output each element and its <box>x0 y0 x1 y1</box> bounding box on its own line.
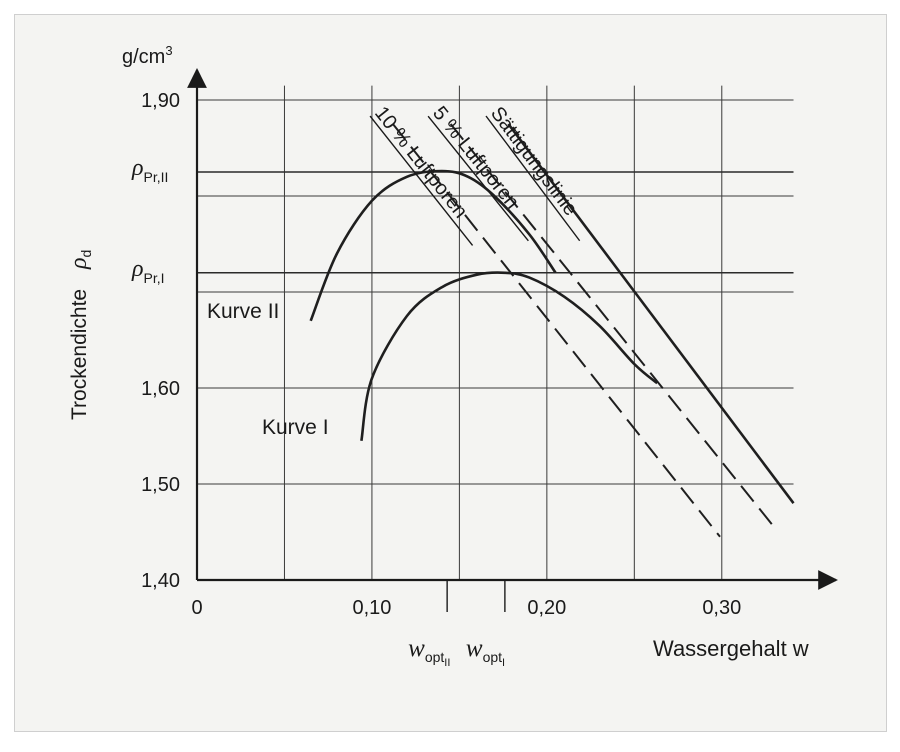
series-label-kurve-ii: Kurve II <box>207 300 279 323</box>
figure-frame <box>14 14 887 732</box>
series-label-kurve-i: Kurve I <box>262 416 329 439</box>
series-kurve-ii <box>309 169 557 322</box>
y-tick-label: 1,40 <box>141 570 180 592</box>
y-axis-label: Trockendichte ρd <box>66 250 94 420</box>
series-kurve-i <box>360 271 658 442</box>
series-label-saettigungslinie-underline <box>485 115 581 242</box>
reference-level-label: ρPr,I <box>131 256 165 286</box>
series-layer <box>309 123 795 538</box>
axes <box>187 68 838 590</box>
series-label-10-luftporen-underline <box>369 115 474 246</box>
optimum-marker-label: woptII <box>408 635 450 669</box>
labels: g/cm3 Trockendichte ρd Wassergehalt w ρP… <box>66 43 809 669</box>
reference-level-label: ρPr,II <box>131 155 168 185</box>
series-label-5-luftporen-underline <box>427 115 529 242</box>
x-tick-label: 0,30 <box>702 597 741 619</box>
y-tick-label: 1,60 <box>141 378 180 400</box>
series-s-ttigungslinie <box>507 123 795 504</box>
optimum-marker-label: woptI <box>466 635 505 669</box>
x-tick-label: 0 <box>191 597 202 619</box>
series-10-luftporen <box>392 123 721 538</box>
x-tick-label: 0,10 <box>352 597 391 619</box>
y-unit-label: g/cm3 <box>122 43 173 68</box>
y-tick-label: 1,90 <box>141 90 180 112</box>
y-tick-label: 1,50 <box>141 474 180 496</box>
x-axis-label: Wassergehalt w <box>653 636 809 661</box>
x-tick-label: 0,20 <box>527 597 566 619</box>
